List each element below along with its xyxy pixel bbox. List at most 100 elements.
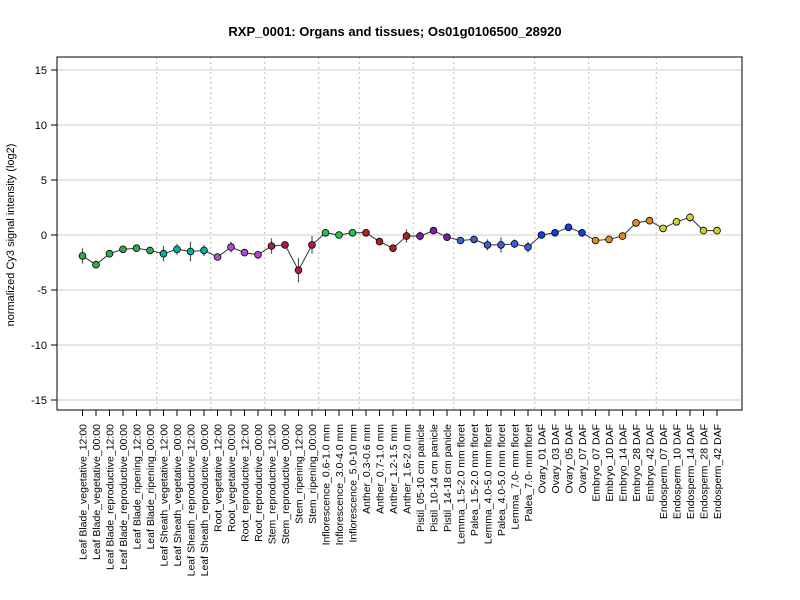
x-tick-label: Inflorescence_5.0-10 mm [348, 424, 360, 543]
data-point [497, 241, 505, 249]
data-point [672, 218, 681, 226]
x-tick-label: Root_reproductive_00:00 [253, 424, 265, 542]
x-tick-label: Leaf Blade_reproductive_00:00 [118, 424, 130, 570]
data-point [389, 244, 397, 253]
data-point [186, 247, 195, 256]
x-tick-label: Stem_ripening_12:00 [294, 424, 306, 524]
plot-frame [56, 56, 743, 411]
data-point [159, 249, 168, 258]
x-tick-label: Embryo_42 DAF [645, 424, 657, 502]
data-point [267, 242, 276, 250]
data-point [659, 224, 667, 233]
data-point [281, 241, 289, 249]
x-tick-label: Lemma_4.0-5.0 mm floret [483, 424, 495, 544]
data-point [132, 244, 141, 253]
x-tick-label: Inflorescence_0.6-1.0 mm [321, 424, 333, 546]
data-point [713, 226, 721, 235]
x-tick-label: Endosperm_10 DAF [672, 424, 684, 519]
data-point [227, 243, 235, 251]
x-tick-label: Anther_0.3-0.6 mm [361, 424, 373, 514]
x-tick-label: Palea_7.0- mm floret [523, 424, 535, 522]
data-point [564, 223, 573, 232]
x-tick-label: Embryo_14 DAF [618, 424, 630, 502]
x-tick-label: Anther_1.6-2.0 mm [402, 424, 414, 514]
x-tick-label: Leaf Sheath_vegetative_12:00 [159, 424, 171, 567]
x-tick-label: Leaf Sheath_reproductive_00:00 [199, 424, 211, 577]
x-tick-label: Embryo_07 DAF [591, 424, 603, 502]
data-point [146, 246, 154, 255]
x-tick-label: Palea_1.5-2.0 mm floret [469, 424, 481, 536]
x-tick-label: Leaf Blade_vegetative_12:00 [78, 424, 90, 560]
data-point [524, 243, 532, 251]
x-tick-label: Leaf Blade_reproductive_12:00 [105, 424, 117, 570]
x-tick-label: Root_vegetative_12:00 [213, 424, 225, 532]
y-tick-label: 10 [35, 120, 47, 132]
data-point [321, 229, 330, 237]
y-tick-label: -5 [37, 285, 47, 297]
data-point [618, 232, 627, 240]
data-point [402, 232, 411, 240]
x-tick-label: Leaf Sheath_vegetative_00:00 [172, 424, 184, 567]
data-point [119, 245, 127, 254]
x-tick-label: Ovary_03 DAF [550, 424, 562, 493]
data-point [416, 232, 424, 240]
x-tick-label: Endosperm_07 DAF [658, 424, 670, 519]
x-tick-label: Lemma_7.0- mm floret [510, 424, 522, 530]
x-tick-label: Ovary_05 DAF [564, 424, 576, 493]
data-point [294, 266, 303, 275]
series-line [82, 216, 717, 272]
chart-title: RXP_0001: Organs and tissues; Os01g01065… [228, 24, 561, 39]
data-point [645, 216, 654, 225]
data-point [375, 237, 384, 246]
y-axis-label: normalized Cy3 signal intensity (log2) [5, 144, 17, 327]
x-tick-label: Endosperm_28 DAF [699, 424, 711, 519]
data-point [78, 252, 87, 260]
data-point [105, 249, 114, 258]
x-tick-label: Leaf Blade_ripening_12:00 [132, 424, 144, 550]
x-tick-label: Ovary_01 DAF [537, 424, 549, 493]
x-tick-label: Pistil_10-14 cm panicle [429, 424, 441, 532]
x-tick-label: Root_reproductive_12:00 [240, 424, 252, 542]
x-tick-label: Stem_reproductive_12:00 [267, 424, 279, 544]
x-tick-label: Ovary_07 DAF [577, 424, 589, 493]
x-tick-label: Embryo_10 DAF [604, 424, 616, 502]
data-point [470, 235, 478, 244]
x-tick-label: Inflorescence_3.0-4.0 mm [334, 424, 346, 546]
x-tick-label: Leaf Blade_vegetative_00:00 [91, 424, 103, 560]
series-layer [78, 213, 721, 283]
data-point [348, 229, 357, 237]
data-point [92, 260, 100, 269]
data-point [429, 226, 438, 235]
x-tick-label: Anther_1.2-1.5 mm [388, 424, 400, 514]
data-point [537, 231, 546, 239]
group-divider-layer [156, 57, 657, 410]
data-point [200, 246, 208, 255]
grid-layer [57, 69, 742, 401]
x-tick-label: Palea_4.0-5.0 mm floret [496, 424, 508, 536]
data-point [456, 236, 465, 245]
data-point [173, 245, 181, 254]
data-point [443, 233, 451, 242]
data-point [699, 226, 708, 235]
x-tick-label: Embryo_28 DAF [631, 424, 643, 502]
x-tick-label: Lemma_1.5-2.0 mm floret [456, 424, 468, 544]
data-point [335, 231, 343, 239]
data-point [510, 240, 519, 248]
data-point [254, 251, 262, 259]
x-tick-label: Pistil_14-18 cm panicle [442, 424, 454, 532]
data-point [362, 229, 370, 237]
x-tick-label: Root_vegetative_00:00 [226, 424, 238, 532]
data-point [632, 219, 640, 227]
y-tick-label: -10 [31, 340, 47, 352]
y-tick-label: -15 [31, 395, 47, 407]
x-tick-label: Stem_ripening_00:00 [307, 424, 319, 524]
y-axis: 15 10 5 0 -5 -10 -15 [31, 65, 57, 407]
data-point [308, 241, 316, 249]
data-point [686, 213, 694, 222]
data-point [213, 253, 222, 261]
data-point [578, 229, 586, 237]
x-axis: Leaf Blade_vegetative_12:00 Leaf Blade_ve… [78, 410, 724, 577]
x-tick-label: Pistil_05-10 cm panicle [415, 424, 427, 532]
data-point [483, 241, 492, 249]
